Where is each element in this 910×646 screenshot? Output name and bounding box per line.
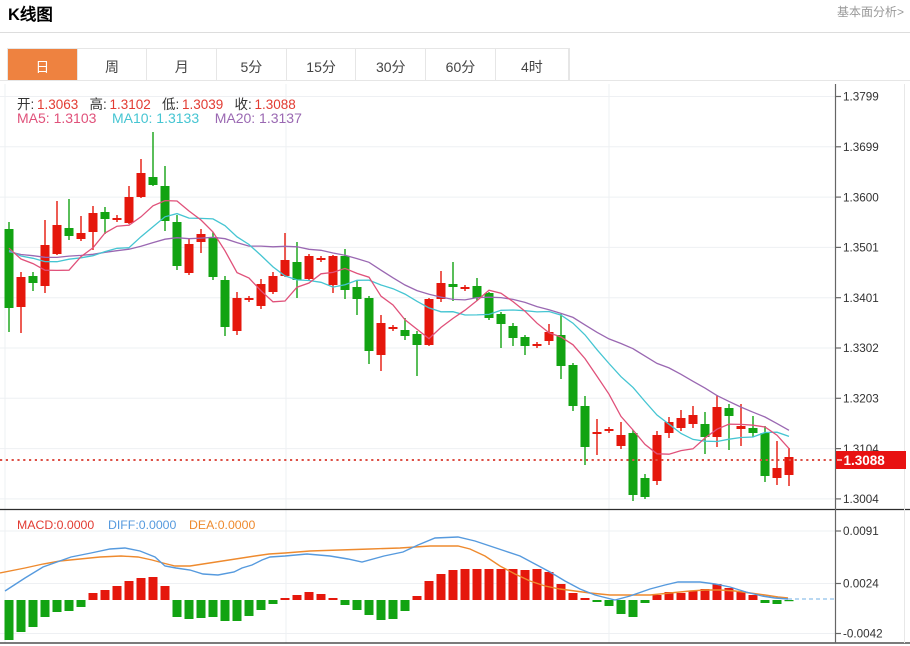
svg-text:1.3699: 1.3699	[843, 141, 879, 154]
svg-text:1.3501: 1.3501	[843, 242, 879, 255]
svg-text:1.3004: 1.3004	[843, 493, 879, 506]
svg-text:1.3203: 1.3203	[843, 393, 879, 406]
svg-text:1.3088: 1.3088	[844, 453, 886, 468]
svg-text:0.0024: 0.0024	[843, 578, 879, 591]
svg-text:0.0091: 0.0091	[843, 525, 879, 538]
svg-text:-0.0042: -0.0042	[843, 628, 883, 641]
svg-text:1.3600: 1.3600	[843, 191, 879, 204]
svg-text:1.3799: 1.3799	[843, 91, 879, 104]
svg-text:1.3401: 1.3401	[843, 292, 879, 305]
svg-text:1.3302: 1.3302	[843, 342, 879, 355]
